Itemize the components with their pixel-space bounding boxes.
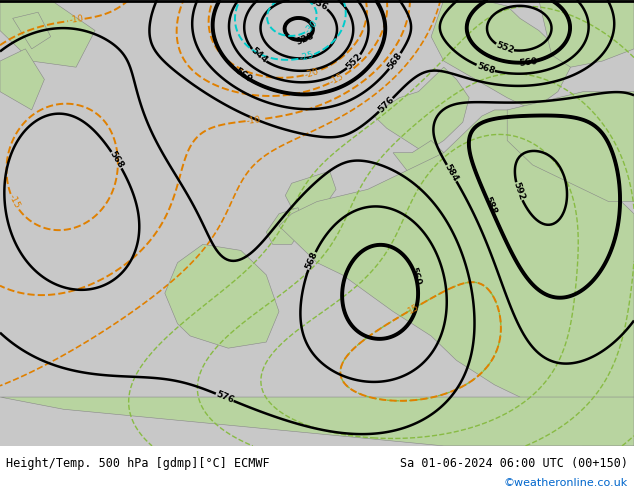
Text: ©weatheronline.co.uk: ©weatheronline.co.uk [503, 478, 628, 488]
Text: -15: -15 [6, 193, 22, 210]
Polygon shape [0, 397, 634, 446]
Text: 552: 552 [344, 52, 364, 72]
Text: 15: 15 [406, 302, 421, 315]
Text: -30: -30 [304, 19, 320, 36]
Text: 568: 568 [386, 51, 404, 72]
Text: 560: 560 [408, 266, 423, 287]
Text: 576: 576 [376, 95, 396, 115]
Polygon shape [431, 0, 571, 110]
Text: -10: -10 [246, 115, 262, 125]
Text: 528: 528 [295, 31, 316, 47]
Polygon shape [285, 171, 336, 214]
Text: 592: 592 [512, 181, 526, 202]
Text: -10: -10 [68, 14, 84, 25]
Text: 552: 552 [495, 41, 515, 55]
Text: 560: 560 [233, 66, 254, 84]
Text: -15: -15 [328, 72, 346, 87]
Polygon shape [165, 245, 279, 348]
Text: -20: -20 [304, 67, 320, 79]
Text: 588: 588 [482, 195, 498, 216]
Text: 568: 568 [304, 250, 320, 271]
Text: 544: 544 [249, 46, 269, 66]
Text: 536: 536 [309, 0, 330, 12]
Polygon shape [374, 67, 469, 153]
Text: 576: 576 [214, 390, 235, 405]
Polygon shape [507, 92, 634, 201]
Text: Height/Temp. 500 hPa [gdmp][°C] ECMWF: Height/Temp. 500 hPa [gdmp][°C] ECMWF [6, 457, 270, 470]
Polygon shape [393, 141, 444, 177]
Text: -25: -25 [298, 50, 314, 63]
Polygon shape [13, 12, 51, 49]
Text: 584: 584 [443, 163, 460, 183]
Polygon shape [279, 110, 634, 446]
Polygon shape [0, 49, 44, 110]
Polygon shape [539, 0, 634, 67]
Polygon shape [0, 0, 95, 67]
Polygon shape [266, 208, 304, 245]
Text: Sa 01-06-2024 06:00 UTC (00+150): Sa 01-06-2024 06:00 UTC (00+150) [399, 457, 628, 470]
Text: 560: 560 [518, 57, 538, 68]
Text: 568: 568 [476, 61, 496, 75]
Text: 568: 568 [108, 150, 126, 171]
